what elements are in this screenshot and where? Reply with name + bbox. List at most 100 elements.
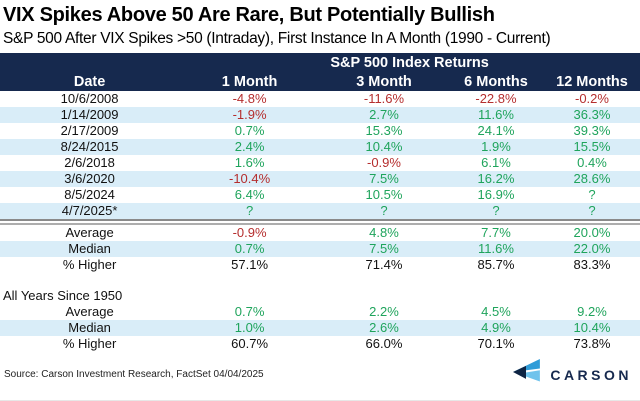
row-label: 10/6/2008: [0, 91, 180, 107]
value-cell: 2.2%: [319, 304, 448, 320]
value-cell: 11.6%: [447, 241, 544, 257]
table-row: Median 1.0% 2.6% 4.9% 10.4%: [0, 320, 640, 336]
value-cell: 15.5%: [543, 139, 640, 155]
table-row: 2/17/2009 0.7% 15.3% 24.1% 39.3%: [0, 123, 640, 139]
value-cell: 60.7%: [179, 336, 320, 352]
value-cell: 7.5%: [319, 171, 448, 187]
brand-logo: CARSON: [511, 359, 632, 390]
event-rows: 10/6/2008 -4.8% -11.6% -22.8% -0.2% 1/14/2009…: [0, 91, 640, 220]
table-row: % Higher 60.7% 66.0% 70.1% 73.8%: [0, 336, 640, 352]
table-row: 3/6/2020 -10.4% 7.5% 16.2% 28.6%: [0, 171, 640, 187]
value-cell: ?: [319, 203, 448, 220]
table-row: % Higher 57.1% 71.4% 85.7% 83.3%: [0, 257, 640, 273]
value-cell: 16.2%: [447, 171, 544, 187]
value-cell: 7.5%: [319, 241, 448, 257]
value-cell: 2.6%: [319, 320, 448, 336]
value-cell: 28.6%: [543, 171, 640, 187]
since-1950-rows: Average 0.7% 2.2% 4.5% 9.2% Median 1.0% 2.6% 4.9…: [0, 304, 640, 352]
table-row: Average -0.9% 4.8% 7.7% 20.0%: [0, 224, 640, 241]
value-cell: 10.4%: [543, 320, 640, 336]
row-label: Median: [0, 320, 180, 336]
value-cell: ?: [543, 203, 640, 220]
row-label: 2/6/2018: [0, 155, 180, 171]
row-label: % Higher: [0, 257, 180, 273]
value-cell: -1.9%: [179, 107, 320, 123]
value-cell: -0.2%: [543, 91, 640, 107]
column-header-3-month: 3 Month: [319, 72, 448, 91]
value-cell: 1.9%: [447, 139, 544, 155]
value-cell: 6.4%: [179, 187, 320, 203]
value-cell: 0.7%: [179, 241, 320, 257]
span-header-label: S&P 500 Index Returns: [179, 53, 640, 72]
value-cell: 0.7%: [179, 123, 320, 139]
value-cell: 9.2%: [543, 304, 640, 320]
summary-rows: Average -0.9% 4.8% 7.7% 20.0% Median 0.7% 7.5% 1…: [0, 224, 640, 273]
span-header-empty-cell: [0, 53, 180, 72]
value-cell: 83.3%: [543, 257, 640, 273]
value-cell: 85.7%: [447, 257, 544, 273]
value-cell: 4.5%: [447, 304, 544, 320]
value-cell: 70.1%: [447, 336, 544, 352]
value-cell: -0.9%: [179, 224, 320, 241]
value-cell: 24.1%: [447, 123, 544, 139]
value-cell: 16.9%: [447, 187, 544, 203]
value-cell: -10.4%: [179, 171, 320, 187]
table-row: 1/14/2009 -1.9% 2.7% 11.6% 36.3%: [0, 107, 640, 123]
source-note: Source: Carson Investment Research, Fact…: [4, 369, 264, 380]
value-cell: -0.9%: [319, 155, 448, 171]
value-cell: 66.0%: [319, 336, 448, 352]
value-cell: -22.8%: [447, 91, 544, 107]
value-cell: ?: [179, 203, 320, 220]
section2-label: All Years Since 1950: [0, 288, 640, 304]
span-header-row: S&P 500 Index Returns: [0, 53, 640, 72]
value-cell: 1.6%: [179, 155, 320, 171]
value-cell: 57.1%: [179, 257, 320, 273]
value-cell: 39.3%: [543, 123, 640, 139]
separator-row: [0, 219, 640, 225]
section-gap: All Years Since 1950: [0, 273, 640, 304]
value-cell: 0.4%: [543, 155, 640, 171]
table-row: 10/6/2008 -4.8% -11.6% -22.8% -0.2%: [0, 91, 640, 107]
returns-table: S&P 500 Index Returns Date 1 Month 3 Mon…: [0, 53, 640, 352]
row-label: Average: [0, 224, 180, 241]
column-header-date: Date: [0, 72, 180, 91]
value-cell: ?: [447, 203, 544, 220]
value-cell: 10.4%: [319, 139, 448, 155]
brand-name: CARSON: [550, 366, 632, 383]
spacer-row: [0, 273, 640, 288]
column-header-1-month: 1 Month: [179, 72, 320, 91]
row-label: 3/6/2020: [0, 171, 180, 187]
row-label: 1/14/2009: [0, 107, 180, 123]
value-cell: 36.3%: [543, 107, 640, 123]
table-row: 2/6/2018 1.6% -0.9% 6.1% 0.4%: [0, 155, 640, 171]
section2-label-row: All Years Since 1950: [0, 288, 640, 304]
value-cell: -11.6%: [319, 91, 448, 107]
table-header: S&P 500 Index Returns Date 1 Month 3 Mon…: [0, 53, 640, 91]
carson-arrow-icon: [511, 359, 541, 390]
table-row: Median 0.7% 7.5% 11.6% 22.0%: [0, 241, 640, 257]
column-header-6-months: 6 Months: [447, 72, 544, 91]
row-label: 4/7/2025*: [0, 203, 180, 220]
value-cell: 2.7%: [319, 107, 448, 123]
row-label: 8/24/2015: [0, 139, 180, 155]
value-cell: 6.1%: [447, 155, 544, 171]
page-title: VIX Spikes Above 50 Are Rare, But Potent…: [3, 4, 495, 26]
summary-separator: [0, 219, 640, 225]
value-cell: 1.0%: [179, 320, 320, 336]
value-cell: 73.8%: [543, 336, 640, 352]
value-cell: 7.7%: [447, 224, 544, 241]
value-cell: 4.9%: [447, 320, 544, 336]
value-cell: 20.0%: [543, 224, 640, 241]
value-cell: 11.6%: [447, 107, 544, 123]
footer: Source: Carson Investment Research, Fact…: [0, 359, 640, 390]
page-subtitle: S&P 500 After VIX Spikes >50 (Intraday),…: [3, 30, 551, 47]
value-cell: 15.3%: [319, 123, 448, 139]
row-label: % Higher: [0, 336, 180, 352]
row-label: 8/5/2024: [0, 187, 180, 203]
column-header-row: Date 1 Month 3 Month 6 Months 12 Months: [0, 72, 640, 91]
row-label: Median: [0, 241, 180, 257]
value-cell: -4.8%: [179, 91, 320, 107]
value-cell: 10.5%: [319, 187, 448, 203]
value-cell: 22.0%: [543, 241, 640, 257]
